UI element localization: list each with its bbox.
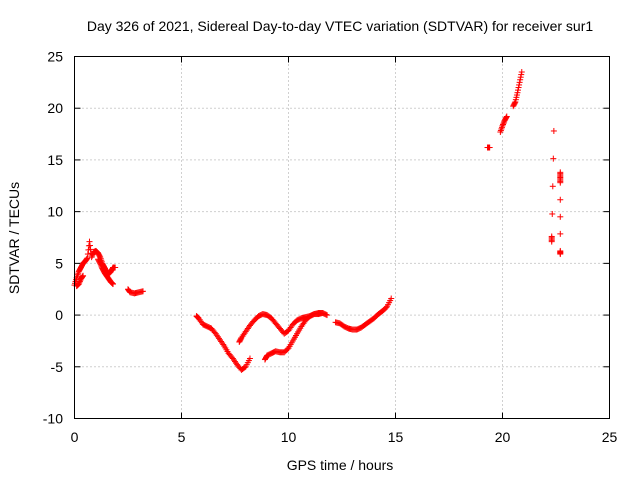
y-axis-label: SDTVAR / TECUs [6,182,22,294]
y-tick-label: 25 [47,49,63,65]
data-point [499,122,506,129]
data-point [500,121,507,128]
data-point [112,264,119,271]
data-point [557,179,564,186]
data-point [486,144,493,151]
data-point [557,213,564,220]
data-point [84,251,91,258]
data-point [79,273,86,280]
data-point [382,304,389,311]
data-point [503,113,510,120]
data-point [87,246,94,253]
data-point [89,252,96,259]
x-tick-labels: 0 5 10 15 20 25 [71,429,618,445]
data-point [557,230,564,237]
data-point [86,238,93,245]
data-point [515,87,522,94]
data-point [324,312,331,319]
data-point [549,210,556,217]
data-point [518,69,525,76]
x-tick-label: 25 [602,429,618,445]
data-point [517,76,524,83]
data-point [109,280,116,287]
y-tick-label: 0 [55,307,63,323]
x-tick-label: 0 [71,429,79,445]
x-tick-label: 15 [388,429,404,445]
data-point [557,196,564,203]
data-point [246,355,253,362]
data-point [503,114,510,121]
data-point [388,295,395,302]
data-point [516,81,523,88]
data-point [83,255,90,262]
data-point [548,238,555,245]
data-point [110,281,117,288]
data-point [139,288,146,295]
data-point [515,84,522,91]
data-point [76,278,83,285]
data-point [517,74,524,81]
x-tick-label: 5 [178,429,186,445]
data-point [98,262,105,269]
x-tick-label: 10 [281,429,297,445]
data-point [500,120,507,127]
data-point [514,89,521,96]
data-point [516,79,523,86]
y-tick-label: -5 [51,359,64,375]
data-point [75,281,82,288]
y-tick-label: 20 [47,100,63,116]
y-tick-label: 10 [47,204,63,220]
data-point [108,280,115,287]
chart-title: Day 326 of 2021, Sidereal Day-to-day VTE… [87,18,593,34]
data-point [550,155,557,162]
data-point [518,71,525,78]
data-point [97,260,104,267]
data-points [71,69,564,373]
y-tick-label: 15 [47,152,63,168]
data-point [557,251,564,258]
data-point [549,183,556,190]
data-point [511,100,518,107]
data-point [84,255,91,262]
data-point [88,254,95,261]
grid [74,56,610,419]
plot-frame [74,56,610,419]
data-point [87,242,94,249]
data-point [550,127,557,134]
data-point [80,272,87,279]
y-tick-label: 5 [55,255,63,271]
data-point [322,311,329,318]
data-point [96,253,103,260]
x-axis-label: GPS time / hours [287,457,394,473]
data-point [76,279,83,286]
y-tick-label: -10 [43,411,63,427]
y-tick-labels: -10 -5 0 5 10 15 20 25 [43,49,63,427]
data-point [97,261,104,268]
x-tick-label: 20 [495,429,511,445]
